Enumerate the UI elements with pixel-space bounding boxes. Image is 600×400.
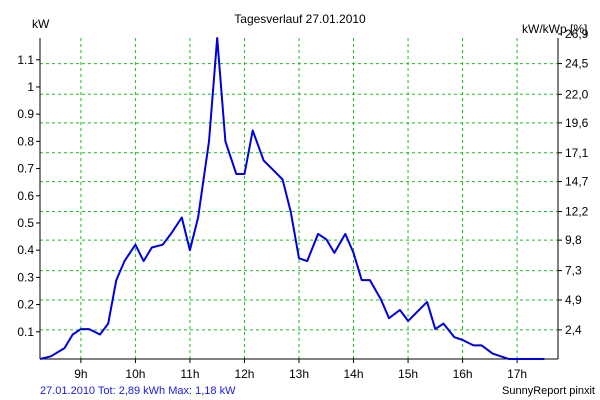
y-tick-label-left: 0.7 — [17, 162, 34, 176]
x-ticks: 9h 10h 11h 12h 13h 14h 15h 16h 17h — [74, 359, 527, 381]
chart-title: Tagesverlauf 27.01.2010 — [234, 12, 366, 26]
y-ticks-right: 2,4 4,9 7,3 9,8 12,2 14,7 17,1 19,6 22,0 24,5 26,9 — [558, 27, 589, 337]
x-tick-label: 12h — [234, 367, 254, 381]
y-tick-label-right: 17,1 — [565, 146, 589, 160]
y-tick-label-right: 7,3 — [565, 264, 582, 278]
x-tick-label: 9h — [74, 367, 87, 381]
y-tick-label-left: 0.8 — [17, 134, 34, 148]
y-tick-label-left: 1.1 — [17, 53, 34, 67]
x-tick-label: 13h — [289, 367, 309, 381]
y-tick-label-left: 0.6 — [17, 189, 34, 203]
footer-summary: 27.01.2010 Tot: 2,89 kWh Max: 1,18 kW — [40, 385, 236, 397]
footer-credit: SunnyReport pinxit — [502, 385, 595, 397]
y-tick-label-right: 14,7 — [565, 175, 589, 189]
y-tick-label-right: 26,9 — [565, 27, 589, 41]
y-tick-label-right: 4,9 — [565, 293, 582, 307]
y-tick-label-right: 22,0 — [565, 87, 589, 101]
y-tick-label-right: 2,4 — [565, 323, 582, 337]
x-tick-label: 14h — [344, 367, 364, 381]
y-axis-label-left: kW — [32, 17, 50, 31]
y-tick-label-left: 1 — [27, 80, 34, 94]
y-tick-label-left: 0.1 — [17, 325, 34, 339]
x-tick-label: 15h — [398, 367, 418, 381]
y-tick-label-right: 24,5 — [565, 57, 589, 71]
series-line-0 — [39, 37, 545, 360]
x-tick-label: 16h — [453, 367, 473, 381]
y-tick-label-left: 0.9 — [17, 107, 34, 121]
y-tick-label-right: 12,2 — [565, 205, 589, 219]
y-tick-label-right: 19,6 — [565, 116, 589, 130]
x-tick-label: 11h — [180, 367, 199, 381]
y-tick-label-left: 0.5 — [17, 216, 34, 230]
y-tick-label-left: 0.2 — [17, 298, 34, 312]
series — [39, 37, 545, 360]
grid — [40, 38, 558, 359]
y-tick-label-left: 0.4 — [17, 243, 34, 257]
x-tick-label: 17h — [507, 367, 527, 381]
y-tick-label-left: 0.3 — [17, 270, 34, 284]
y-axis-label-right: kW/kWp [%] — [522, 22, 587, 36]
x-tick-label: 10h — [125, 367, 145, 381]
y-tick-label-right: 9,8 — [565, 233, 582, 247]
y-ticks-left: 0.1 0.2 0.3 0.4 0.5 0.6 0.7 0.8 0.9 1 1.1 — [17, 53, 40, 339]
